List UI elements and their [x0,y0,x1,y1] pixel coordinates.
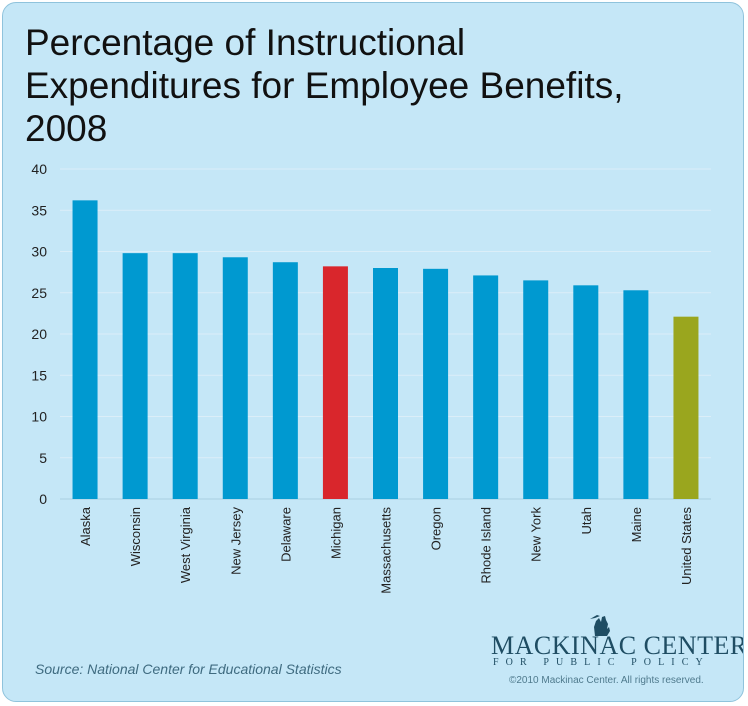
bar [373,268,398,499]
chart-title-line-1: Percentage of Instructional [25,22,466,63]
y-tick-label: 10 [31,409,47,425]
chart-title: Percentage of Instructional Expenditures… [25,21,725,150]
bar [673,316,699,499]
y-tick-label: 15 [31,367,47,383]
copyright-notice: ©2010 Mackinac Center. All rights reserv… [509,675,704,686]
bar [423,268,449,499]
chart-title-line-2: Expenditures for Employee Benefits, [25,65,624,106]
bar [72,200,98,499]
michigan-mitten-icon [590,615,610,636]
bar [272,262,298,499]
bar [473,275,499,499]
bar [172,253,198,499]
y-tick-label: 30 [31,244,47,260]
x-tick-label: West Virginia [178,506,193,583]
y-tick-label: 5 [39,450,47,466]
x-tick-label: Maine [629,507,644,542]
source-note: Source: National Center for Educational … [35,661,342,677]
x-tick-label: Wisconsin [128,507,143,566]
bar [523,280,549,499]
x-tick-label: Rhode Island [479,507,494,584]
y-tick-label: 25 [31,285,47,301]
bar [122,253,148,499]
x-tick-label: Massachusetts [379,507,394,594]
x-tick-label: New Jersey [228,507,243,575]
x-tick-label: Alaska [78,506,93,546]
x-tick-label: United States [679,507,694,586]
x-tick-label: Oregon [429,507,444,550]
x-tick-label: Utah [579,507,594,534]
bar [623,290,649,499]
bar-chart: 0 5 10 15 20 25 30 35 40 Alaska Wisconsin West Virg… [31,161,711,594]
y-tick-label: 0 [39,491,47,507]
chart-title-line-3: 2008 [25,108,108,149]
bar [322,266,348,499]
x-tick-label: Delaware [278,507,293,562]
x-tick-label: New York [529,507,544,562]
y-tick-label: 35 [31,202,47,218]
mackinac-center-logo: MACKINAC CENTER FOR PUBLIC POLICY [491,615,743,671]
y-tick-label: 40 [31,161,47,177]
logo-wordmark: MACKINAC CENTER [491,631,744,660]
y-tick-label: 20 [31,326,47,342]
bar [573,285,599,499]
logo-tagline: FOR PUBLIC POLICY [493,657,710,668]
bar [222,257,248,499]
x-tick-label: Michigan [328,507,343,559]
